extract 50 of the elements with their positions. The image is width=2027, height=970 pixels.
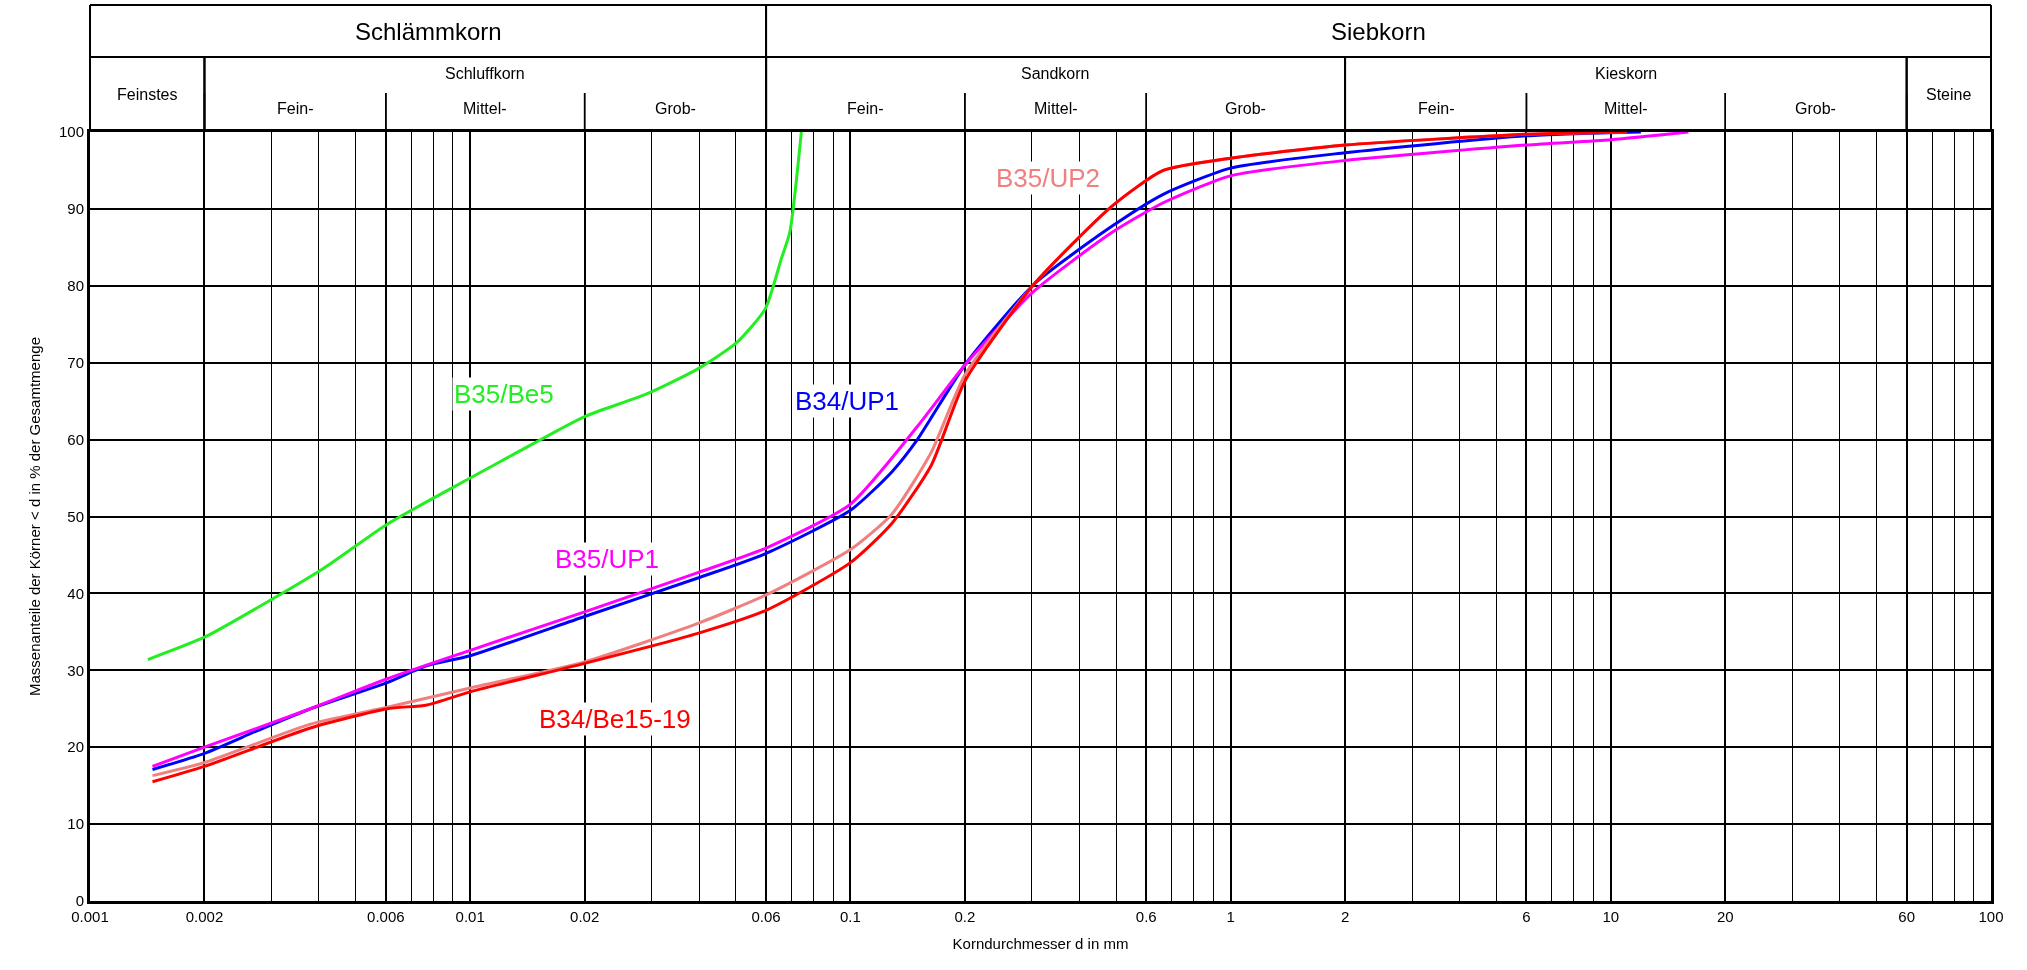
text: Mittel- — [1604, 100, 1648, 117]
text: Fein- — [847, 100, 884, 117]
x-tick-label: 0.1 — [839, 908, 861, 925]
y-tick-label: 0 — [75, 892, 84, 910]
text: Fein- — [277, 100, 314, 117]
x-tick-label: 10 — [1602, 908, 1620, 925]
y-tick-label: 30 — [67, 661, 84, 679]
series-label: B35/Be5 — [454, 379, 554, 409]
text: Kieskorn — [1595, 65, 1658, 82]
y-axis-title: Massenanteile der Körner < d in % der Gesamtmenge — [26, 337, 44, 696]
x-tick-label: 0.06 — [751, 908, 781, 925]
text: Feinstes — [117, 86, 178, 103]
y-tick-label: 90 — [67, 200, 84, 218]
series-label: B35/UP2 — [996, 163, 1101, 193]
x-tick-label: 6 — [1522, 908, 1531, 925]
y-tick-label: 50 — [67, 507, 84, 525]
series-label: B34/UP1 — [795, 386, 900, 416]
x-tick-label: 2 — [1340, 908, 1350, 925]
text: Grob- — [1795, 100, 1836, 117]
y-tick-label: 100 — [58, 123, 84, 141]
y-tick-label: 20 — [67, 738, 84, 756]
series-label: B35/UP1 — [555, 544, 660, 574]
text: Mittel- — [463, 100, 507, 117]
text: Mittel- — [1034, 100, 1078, 117]
x-tick-label: 0.002 — [185, 908, 224, 925]
text: Grob- — [655, 100, 696, 117]
text: Schlämmkorn — [355, 18, 502, 45]
x-tick-label: 0.02 — [570, 908, 600, 925]
x-tick-label: 20 — [1716, 908, 1734, 925]
x-tick-label: 100 — [1978, 908, 2004, 925]
x-tick-label: 0.006 — [367, 908, 405, 925]
text: Fein- — [1418, 100, 1455, 117]
series-label: B34/Be15-19 — [539, 704, 691, 734]
x-axis-title: Korndurchmesser d in mm — [952, 935, 1129, 952]
x-tick-label: 60 — [1898, 908, 1915, 925]
y-tick-label: 80 — [67, 277, 84, 295]
y-tick-label: 60 — [67, 430, 84, 448]
text: Siebkorn — [1331, 18, 1426, 45]
x-tick-label: 0.01 — [455, 908, 485, 925]
y-tick-label: 10 — [67, 815, 84, 833]
x-tick-label: 0.001 — [71, 908, 109, 925]
text: Schluffkorn — [445, 65, 525, 82]
y-tick-label: 40 — [67, 584, 84, 602]
text: Sandkorn — [1021, 65, 1090, 82]
x-tick-label: 0.2 — [954, 908, 976, 925]
x-tick-label: 0.6 — [1135, 908, 1157, 925]
text: Steine — [1926, 86, 1972, 103]
y-tick-label: 70 — [67, 353, 84, 371]
text: Grob- — [1225, 100, 1266, 117]
x-tick-label: 1 — [1226, 908, 1235, 925]
